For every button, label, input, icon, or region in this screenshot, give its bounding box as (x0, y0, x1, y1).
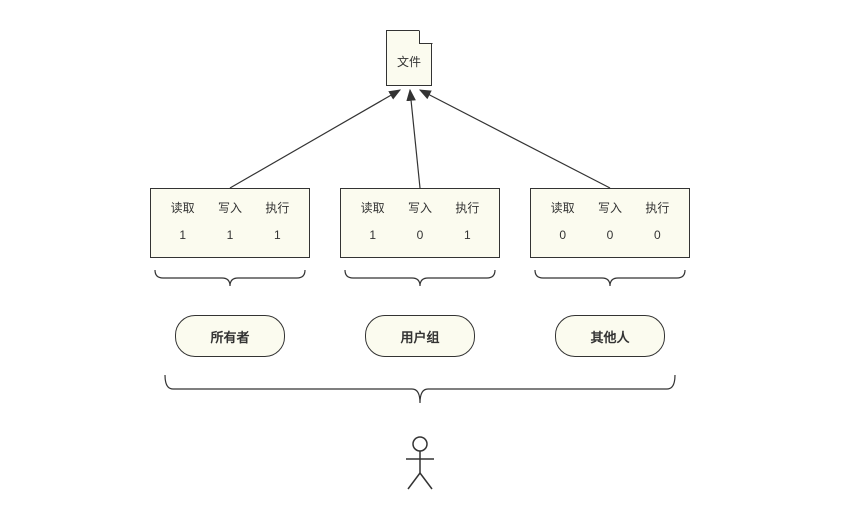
perm-value: 0 (587, 228, 634, 242)
file-node: 文件 (386, 30, 432, 86)
perm-values: 1 1 1 (159, 228, 301, 242)
role-label: 用户组 (400, 327, 439, 346)
other-perms-box: 读取 写入 执行 0 0 0 (530, 188, 690, 258)
role-label: 所有者 (210, 327, 249, 346)
perm-header: 执行 (634, 199, 681, 216)
group-perms-box: 读取 写入 执行 1 0 1 (340, 188, 500, 258)
perm-header: 读取 (159, 199, 206, 216)
page-fold-icon (419, 30, 433, 44)
group-role-pill: 用户组 (365, 315, 475, 357)
perm-values: 0 0 0 (539, 228, 681, 242)
owner-role-pill: 所有者 (175, 315, 285, 357)
perm-header: 读取 (539, 199, 586, 216)
perm-value: 0 (397, 228, 444, 242)
other-role-pill: 其他人 (555, 315, 665, 357)
perm-value: 1 (159, 228, 206, 242)
perm-header: 写入 (587, 199, 634, 216)
perm-header: 写入 (207, 199, 254, 216)
perm-header: 读取 (349, 199, 396, 216)
perm-value: 0 (634, 228, 681, 242)
perm-value: 1 (207, 228, 254, 242)
perm-values: 1 0 1 (349, 228, 491, 242)
perm-value: 0 (539, 228, 586, 242)
perm-header: 写入 (397, 199, 444, 216)
perm-value: 1 (254, 228, 301, 242)
perm-headers: 读取 写入 执行 (159, 199, 301, 216)
perm-headers: 读取 写入 执行 (349, 199, 491, 216)
perm-value: 1 (349, 228, 396, 242)
perm-header: 执行 (444, 199, 491, 216)
file-label: 文件 (397, 53, 421, 70)
perm-header: 执行 (254, 199, 301, 216)
perm-headers: 读取 写入 执行 (539, 199, 681, 216)
role-label: 其他人 (590, 327, 629, 346)
permissions-diagram: 文件 读取 写入 执行 1 1 1 读取 写入 执行 1 0 1 读取 写入 执… (0, 0, 851, 527)
perm-value: 1 (444, 228, 491, 242)
owner-perms-box: 读取 写入 执行 1 1 1 (150, 188, 310, 258)
user-icon (400, 435, 440, 491)
